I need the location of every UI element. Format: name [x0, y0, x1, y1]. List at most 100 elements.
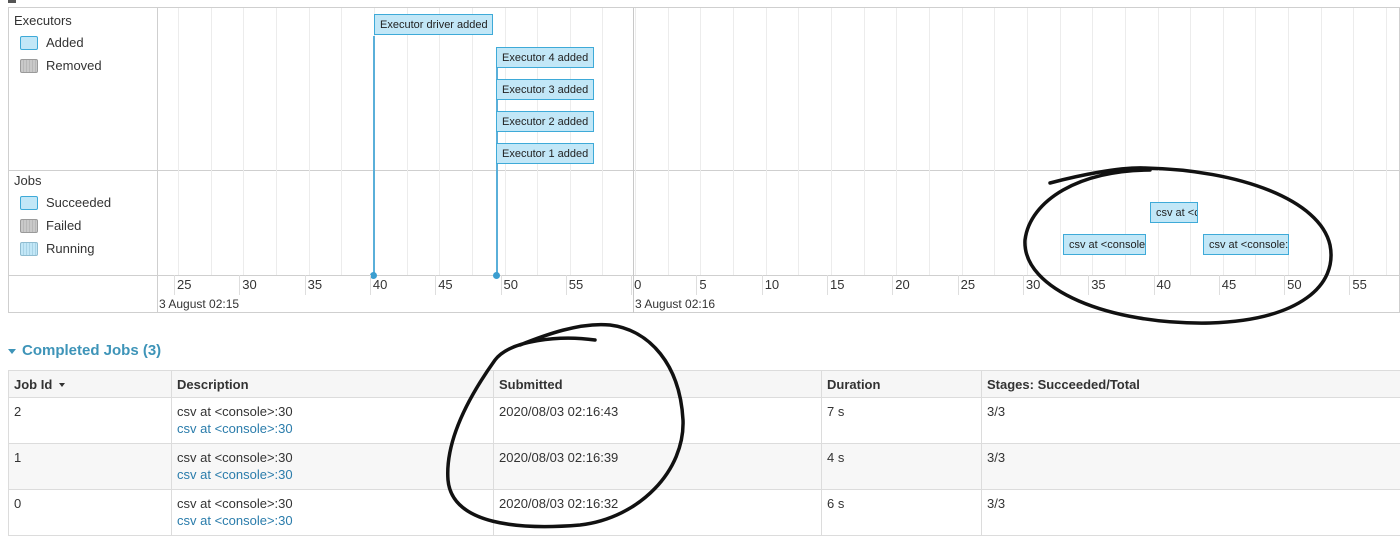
added-legend-swatch — [20, 36, 38, 50]
axis-tick-mark — [762, 275, 763, 295]
axis-tick-mark — [1284, 275, 1285, 295]
grid-line — [439, 8, 440, 275]
group-separator — [9, 170, 1400, 171]
succeeded-legend-swatch — [20, 196, 38, 210]
axis-tick-label: 35 — [308, 277, 322, 292]
executor-1-added-event[interactable]: Executor 1 added — [496, 143, 594, 164]
submitted-cell: 2020/08/03 02:16:39 — [494, 444, 822, 490]
executor-driver-added-event[interactable]: Executor driver added — [374, 14, 493, 35]
executor-2-added-event[interactable]: Executor 2 added — [496, 111, 594, 132]
axis-tick-mark — [566, 275, 567, 295]
axis-tick-label: 45 — [1222, 277, 1236, 292]
grid-line — [994, 8, 995, 275]
axis-tick-mark — [958, 275, 959, 295]
axis-tick-mark — [370, 275, 371, 295]
stages-column-header[interactable]: Stages: Succeeded/Total — [982, 371, 1400, 398]
failed-legend-swatch — [20, 219, 38, 233]
axis-tick-mark — [1219, 275, 1220, 295]
axis-tick-label: 0 — [634, 277, 641, 292]
grid-line — [896, 8, 897, 275]
job-1-event[interactable]: csv at <console: — [1203, 234, 1289, 255]
grid-line — [1158, 8, 1159, 275]
description-text: csv at <console>:30 — [177, 404, 293, 419]
axis-tick-mark — [435, 275, 436, 295]
sort-descending-icon — [59, 383, 65, 387]
completed-jobs-toggle[interactable]: Completed Jobs (3) — [8, 342, 161, 359]
job-id-column-header[interactable]: Job Id — [9, 371, 172, 398]
axis-tick-label: 40 — [373, 277, 387, 292]
axis-tick-label: 25 — [177, 277, 191, 292]
major-time-label-0216: 3 August 02:16 — [635, 297, 715, 311]
grid-line — [1060, 8, 1061, 275]
axis-tick-mark — [1349, 275, 1350, 295]
axis-tick-label: 25 — [961, 277, 975, 292]
grid-line — [668, 8, 669, 275]
jobs-group-title: Jobs — [14, 173, 41, 188]
job-detail-link[interactable]: csv at <console>:30 — [177, 421, 488, 436]
axis-tick-label: 20 — [895, 277, 909, 292]
grid-line — [211, 8, 212, 275]
job-detail-link[interactable]: csv at <console>:30 — [177, 467, 488, 482]
axis-tick-label: 10 — [765, 277, 779, 292]
duration-cell: 4 s — [822, 444, 982, 490]
succeeded-legend-label: Succeeded — [46, 195, 111, 210]
description-column-header[interactable]: Description — [172, 371, 494, 398]
grid-line — [831, 8, 832, 275]
axis-tick-label: 45 — [438, 277, 452, 292]
grid-line — [178, 8, 179, 275]
axis-tick-mark — [1154, 275, 1155, 295]
axis-tick-mark — [696, 275, 697, 295]
axis-tick-label: 50 — [504, 277, 518, 292]
duration-column-header[interactable]: Duration — [822, 371, 982, 398]
removed-legend-swatch — [20, 59, 38, 73]
axis-tick-mark — [892, 275, 893, 295]
major-time-label-0215: 3 August 02:15 — [159, 297, 239, 311]
grid-line — [1027, 8, 1028, 275]
axis-tick-label: 55 — [1352, 277, 1366, 292]
added-legend-label: Added — [46, 35, 84, 50]
removed-legend-label: Removed — [46, 58, 102, 73]
executor-4-added-event[interactable]: Executor 4 added — [496, 47, 594, 68]
submitted-column-header[interactable]: Submitted — [494, 371, 822, 398]
grid-line — [341, 8, 342, 275]
grid-line — [700, 8, 701, 275]
description-cell: csv at <console>:30 csv at <console>:30 — [172, 490, 494, 536]
job-2-event[interactable]: csv at <c — [1150, 202, 1198, 223]
collapse-arrow-icon — [8, 349, 16, 354]
axis-tick-label: 35 — [1091, 277, 1105, 292]
description-text: csv at <console>:30 — [177, 496, 293, 511]
grid-line — [407, 8, 408, 275]
running-legend-label: Running — [46, 241, 94, 256]
grid-line — [276, 8, 277, 275]
axis-tick-mark — [501, 275, 502, 295]
axis-separator — [9, 275, 1400, 276]
grid-line — [1321, 8, 1322, 275]
grid-line — [864, 8, 865, 275]
grid-line — [798, 8, 799, 275]
grid-line — [472, 8, 473, 275]
executors-group-title: Executors — [14, 13, 72, 28]
event-timeline — [8, 7, 1400, 313]
table-header-row: Job Id Description Submitted Duration St… — [9, 371, 1400, 398]
job-0-event[interactable]: csv at <console — [1063, 234, 1146, 255]
description-cell: csv at <console>:30 csv at <console>:30 — [172, 398, 494, 444]
completed-jobs-title: Completed Jobs (3) — [22, 342, 161, 359]
axis-tick-mark — [1088, 275, 1089, 295]
duration-cell: 6 s — [822, 490, 982, 536]
grid-line — [1386, 8, 1387, 275]
grid-line — [929, 8, 930, 275]
axis-tick-label: 55 — [569, 277, 583, 292]
failed-legend-label: Failed — [46, 218, 81, 233]
job-id-cell: 0 — [9, 490, 172, 536]
collapse-arrow-icon — [8, 0, 16, 3]
axis-tick-mark — [305, 275, 306, 295]
executor-3-added-event[interactable]: Executor 3 added — [496, 79, 594, 100]
minute-boundary-line — [633, 8, 634, 313]
axis-tick-mark — [239, 275, 240, 295]
job-detail-link[interactable]: csv at <console>:30 — [177, 513, 488, 528]
grid-line — [733, 8, 734, 275]
